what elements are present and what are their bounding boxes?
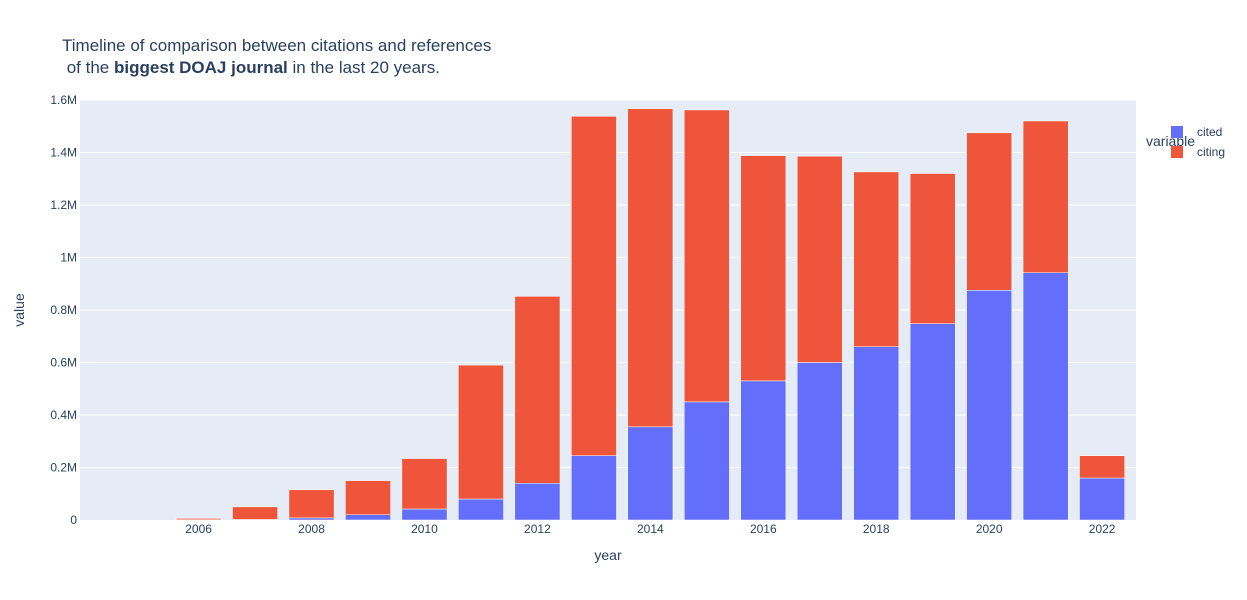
bar-cited-2019[interactable] bbox=[909, 323, 956, 521]
x-axis-ticks: 2006 2008 2010 2012 2014 2016 2018 2020 2022 bbox=[185, 522, 1116, 536]
x-tick-label: 2012 bbox=[524, 522, 551, 536]
bar-cited-2017[interactable] bbox=[796, 362, 843, 521]
y-tick-label: 1.4M bbox=[50, 146, 77, 160]
chart-title-line-2: of the biggest DOAJ journal in the last … bbox=[62, 58, 440, 77]
legend-label-cited[interactable]: cited bbox=[1197, 125, 1222, 139]
bar-cited-2022[interactable] bbox=[1079, 477, 1125, 521]
bar-cited-2013[interactable] bbox=[571, 455, 617, 521]
bar-citing-2014[interactable] bbox=[627, 108, 674, 428]
bars[interactable] bbox=[175, 108, 1125, 521]
y-axis-title: value bbox=[11, 293, 27, 327]
legend-label-citing[interactable]: citing bbox=[1197, 145, 1225, 159]
x-tick-label: 2016 bbox=[750, 522, 777, 536]
bar-citing-2006[interactable] bbox=[175, 518, 222, 520]
x-tick-label: 2008 bbox=[298, 522, 325, 536]
bar-cited-2014[interactable] bbox=[627, 426, 674, 521]
bar-citing-2022[interactable] bbox=[1079, 455, 1125, 479]
chart-title: Timeline of comparison between citations… bbox=[62, 36, 491, 77]
bar-citing-2009[interactable] bbox=[345, 480, 391, 515]
chart-title-line-1: Timeline of comparison between citations… bbox=[62, 36, 491, 55]
bar-cited-2018[interactable] bbox=[853, 346, 900, 521]
chart-title-prefix: of the bbox=[62, 58, 114, 77]
y-tick-label: 1.6M bbox=[50, 93, 77, 107]
bar-citing-2010[interactable] bbox=[401, 458, 448, 510]
bar-cited-2020[interactable] bbox=[966, 290, 1013, 521]
bar-cited-2011[interactable] bbox=[458, 498, 504, 521]
bar-citing-2012[interactable] bbox=[514, 296, 561, 484]
chart-title-bold: biggest DOAJ journal bbox=[114, 58, 288, 77]
chart-title-suffix: in the last 20 years. bbox=[288, 58, 440, 77]
x-tick-label: 2010 bbox=[411, 522, 438, 536]
bar-cited-2021[interactable] bbox=[1022, 272, 1069, 521]
y-tick-label: 0.2M bbox=[50, 461, 77, 475]
x-axis-title: year bbox=[594, 547, 622, 563]
bar-citing-2015[interactable] bbox=[683, 109, 730, 403]
bar-citing-2008[interactable] bbox=[288, 489, 335, 519]
legend-title: variable bbox=[1146, 133, 1195, 149]
bar-citing-2018[interactable] bbox=[853, 171, 900, 347]
bar-citing-2007[interactable] bbox=[232, 506, 278, 520]
y-axis-ticks: 0 0.2M 0.4M 0.6M 0.8M 1M 1.2M 1.4M 1.6M bbox=[50, 93, 77, 527]
bar-citing-2011[interactable] bbox=[458, 364, 504, 500]
bar-cited-2016[interactable] bbox=[740, 380, 787, 521]
y-tick-label: 0.6M bbox=[50, 356, 77, 370]
legend-swatch-citing[interactable] bbox=[1171, 146, 1183, 158]
y-tick-label: 0.4M bbox=[50, 408, 77, 422]
bar-citing-2020[interactable] bbox=[966, 132, 1013, 291]
bar-cited-2012[interactable] bbox=[514, 483, 561, 521]
legend-swatch-cited[interactable] bbox=[1171, 126, 1183, 138]
x-tick-label: 2006 bbox=[185, 522, 212, 536]
bar-cited-2009[interactable] bbox=[345, 514, 391, 521]
bar-citing-2019[interactable] bbox=[909, 173, 956, 324]
x-tick-label: 2020 bbox=[976, 522, 1003, 536]
bar-cited-2008[interactable] bbox=[288, 517, 335, 521]
bar-citing-2021[interactable] bbox=[1022, 120, 1069, 273]
x-tick-label: 2014 bbox=[637, 522, 664, 536]
x-tick-label: 2022 bbox=[1089, 522, 1116, 536]
bar-cited-2015[interactable] bbox=[683, 401, 730, 521]
y-tick-label: 0 bbox=[70, 513, 77, 527]
bar-citing-2017[interactable] bbox=[796, 155, 843, 363]
x-tick-label: 2018 bbox=[863, 522, 890, 536]
bar-citing-2016[interactable] bbox=[740, 155, 787, 382]
y-tick-label: 1M bbox=[60, 251, 77, 265]
legend[interactable]: variable cited citing bbox=[1146, 125, 1225, 159]
bar-cited-2010[interactable] bbox=[401, 508, 448, 521]
y-tick-label: 0.8M bbox=[50, 303, 77, 317]
bar-citing-2013[interactable] bbox=[571, 116, 617, 456]
y-tick-label: 1.2M bbox=[50, 198, 77, 212]
